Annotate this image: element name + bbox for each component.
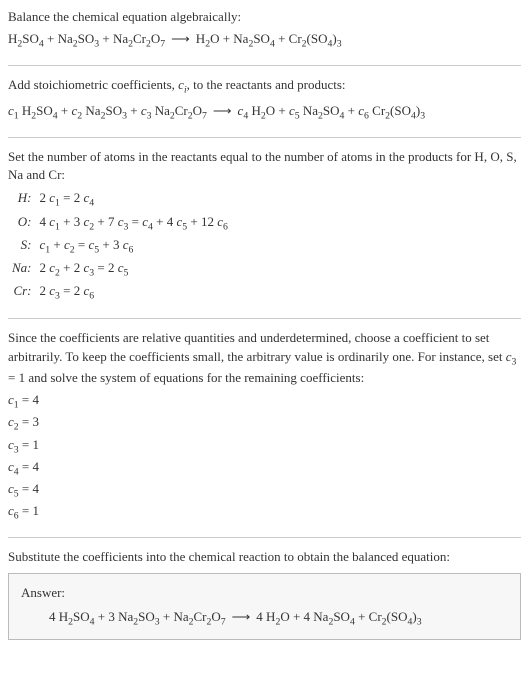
list-item: c2 = 3 [8, 413, 521, 434]
divider [8, 318, 521, 319]
step1-text-after: , to the reactants and products: [187, 77, 346, 92]
table-row: H:2 c1 = 2 c4 [8, 188, 232, 211]
coefficient-list: c1 = 4 c2 = 3 c3 = 1 c4 = 4 c5 = 4 c6 = … [8, 391, 521, 523]
step4-section: Substitute the coefficients into the che… [8, 548, 521, 640]
step2-text: Set the number of atoms in the reactants… [8, 148, 521, 184]
answer-eq-left: 4 H2SO4 + 3 Na2SO3 + Na2Cr2O7 [49, 609, 226, 624]
intro-equation: H2SO4 + Na2SO3 + Na2Cr2O7⟶H2O + Na2SO4 +… [8, 30, 521, 51]
atom-equation: 2 c2 + 2 c3 = 2 c5 [36, 258, 232, 281]
step1-ci: ci [178, 77, 187, 92]
list-item: c5 = 4 [8, 480, 521, 501]
step3-text: Since the coefficients are relative quan… [8, 329, 521, 387]
step1-text: Add stoichiometric coefficients, ci, to … [8, 76, 521, 97]
arrow-icon: ⟶ [226, 609, 257, 624]
table-row: S:c1 + c2 = c5 + 3 c6 [8, 235, 232, 258]
list-item: c6 = 1 [8, 502, 521, 523]
step1-equation: c1 H2SO4 + c2 Na2SO3 + c3 Na2Cr2O7⟶c4 H2… [8, 102, 521, 123]
arrow-icon: ⟶ [165, 31, 196, 46]
atom-equation: c1 + c2 = c5 + 3 c6 [36, 235, 232, 258]
step2-section: Set the number of atoms in the reactants… [8, 148, 521, 305]
divider [8, 537, 521, 538]
atom-label: H: [8, 188, 36, 211]
answer-label: Answer: [21, 584, 508, 602]
atom-label: S: [8, 235, 36, 258]
list-item: c4 = 4 [8, 458, 521, 479]
answer-equation: 4 H2SO4 + 3 Na2SO3 + Na2Cr2O7⟶4 H2O + 4 … [21, 608, 508, 629]
atom-label: Na: [8, 258, 36, 281]
atom-label: O: [8, 212, 36, 235]
intro-eq-left: H2SO4 + Na2SO3 + Na2Cr2O7 [8, 31, 165, 46]
intro-section: Balance the chemical equation algebraica… [8, 8, 521, 51]
atom-equation: 4 c1 + 3 c2 + 7 c3 = c4 + 4 c5 + 12 c6 [36, 212, 232, 235]
step1-text-before: Add stoichiometric coefficients, [8, 77, 178, 92]
list-item: c3 = 1 [8, 436, 521, 457]
table-row: Na:2 c2 + 2 c3 = 2 c5 [8, 258, 232, 281]
step3-section: Since the coefficients are relative quan… [8, 329, 521, 523]
atom-equation: 2 c3 = 2 c6 [36, 281, 232, 304]
atom-equations-table: H:2 c1 = 2 c4 O:4 c1 + 3 c2 + 7 c3 = c4 … [8, 188, 232, 304]
step1-section: Add stoichiometric coefficients, ci, to … [8, 76, 521, 122]
divider [8, 65, 521, 66]
arrow-icon: ⟶ [207, 103, 238, 118]
table-row: O:4 c1 + 3 c2 + 7 c3 = c4 + 4 c5 + 12 c6 [8, 212, 232, 235]
atom-label: Cr: [8, 281, 36, 304]
answer-eq-right: 4 H2O + 4 Na2SO4 + Cr2(SO4)3 [256, 609, 421, 624]
step1-eq-right: c4 H2O + c5 Na2SO4 + c6 Cr2(SO4)3 [238, 103, 426, 118]
table-row: Cr:2 c3 = 2 c6 [8, 281, 232, 304]
list-item: c1 = 4 [8, 391, 521, 412]
atom-equation: 2 c1 = 2 c4 [36, 188, 232, 211]
step1-eq-left: c1 H2SO4 + c2 Na2SO3 + c3 Na2Cr2O7 [8, 103, 207, 118]
intro-eq-right: H2O + Na2SO4 + Cr2(SO4)3 [196, 31, 342, 46]
divider [8, 137, 521, 138]
intro-prompt: Balance the chemical equation algebraica… [8, 8, 521, 26]
step4-text: Substitute the coefficients into the che… [8, 548, 521, 566]
answer-box: Answer: 4 H2SO4 + 3 Na2SO3 + Na2Cr2O7⟶4 … [8, 573, 521, 640]
